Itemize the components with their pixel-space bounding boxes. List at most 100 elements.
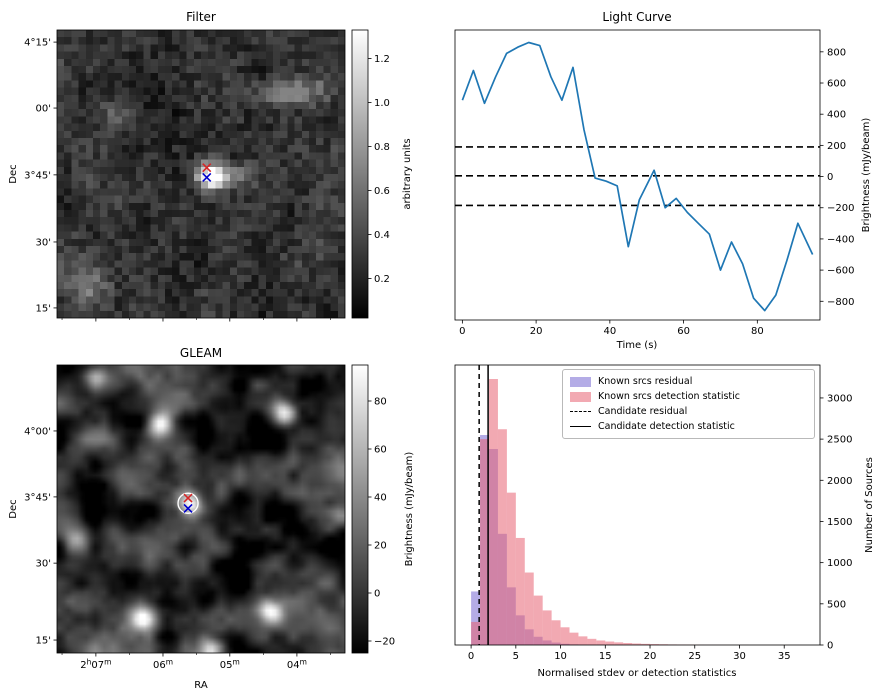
legend-row: Candidate detection statistic — [570, 419, 807, 434]
y-tick-label: 200 — [827, 141, 846, 152]
legend: Known srcs residual Known srcs detection… — [562, 369, 815, 439]
lightcurve-title: Light Curve — [602, 10, 671, 24]
hist-bar — [506, 492, 516, 645]
legend-swatch-candidate-residual — [570, 411, 591, 412]
ra-tick-label: 2h07m — [80, 658, 111, 672]
dec-tick-label: 4°00' — [24, 426, 51, 437]
hist-bar — [587, 638, 597, 645]
hist-bar — [497, 429, 507, 645]
hist-bar — [488, 379, 498, 645]
gleam-colorbar-label: Brightness (mJy/beam) — [404, 452, 415, 567]
hist-bar — [614, 642, 624, 645]
filter-colorbar — [352, 30, 368, 318]
y-tick-label: 3000 — [827, 393, 852, 404]
gleam-dec-axis-label: Dec — [8, 499, 19, 518]
dec-tick-label: 30' — [36, 237, 51, 248]
axes-frame — [454, 364, 821, 646]
axes-frame — [56, 364, 346, 654]
legend-label: Candidate residual — [598, 406, 688, 417]
colorbar-tick-label: 40 — [374, 493, 387, 504]
time-axis-label: Time (s) — [616, 340, 658, 351]
hist-bar — [623, 643, 633, 645]
colorbar-tick-label: 0.6 — [374, 186, 390, 197]
filter-colorbar-label: arbitrary units — [402, 138, 413, 209]
ra-tick-label: 05m — [220, 658, 240, 672]
generated-chart-elements: 4°15' 00' 3°45' 30' 15' 0.2 0.4 0.6 0.8 1.0 1.2 4°0… — [24, 29, 854, 672]
colorbar-frame — [351, 364, 369, 654]
marker-x — [183, 503, 193, 513]
legend-label: Known srcs detection statistic — [598, 391, 740, 402]
colorbar-tick-label: 1.2 — [374, 54, 390, 65]
dec-tick-label: 3°45' — [24, 492, 51, 503]
hist-bar — [578, 636, 588, 645]
marker-x — [202, 163, 212, 173]
ra-tick-label: 04m — [287, 658, 307, 672]
y-tick-label: 2000 — [827, 476, 852, 487]
colorbar-tick-label: 0.8 — [374, 142, 390, 153]
hist-bar — [650, 644, 659, 645]
y-tick-label: −200 — [827, 203, 854, 214]
hist-bar — [515, 537, 525, 645]
x-tick-label: 15 — [599, 651, 612, 662]
dec-tick-label: 4°15' — [24, 38, 51, 49]
y-tick-label: 800 — [827, 47, 846, 58]
hist-bar — [560, 627, 570, 645]
y-tick-label: 0 — [827, 172, 833, 183]
hist-y-axis-label: Number of Sources — [864, 457, 875, 553]
hist-x-axis-label: Normalised stdev or detection statistics — [538, 668, 737, 679]
y-tick-label: 400 — [827, 110, 846, 121]
gleam-colorbar — [352, 365, 368, 653]
legend-label: Candidate detection statistic — [598, 421, 735, 432]
legend-swatch-candidate-detection — [570, 426, 591, 427]
x-tick-label: 25 — [688, 651, 701, 662]
y-tick-label: −400 — [827, 234, 854, 245]
dec-tick-label: 15' — [36, 636, 51, 647]
lightcurve-line — [461, 41, 814, 312]
marker-x — [183, 493, 193, 503]
filter-dec-axis-label: Dec — [8, 164, 19, 183]
dec-tick-label: 00' — [36, 104, 51, 115]
x-tick-label: 40 — [603, 326, 616, 337]
y-tick-label: −600 — [827, 266, 854, 277]
y-tick-label: 600 — [827, 79, 846, 90]
colorbar-frame — [351, 29, 369, 319]
ra-tick-label: 06m — [153, 658, 173, 672]
colorbar-tick-label: 0.4 — [374, 230, 390, 241]
gleam-heatmap-image — [57, 365, 345, 653]
hist-bar — [471, 621, 481, 645]
axes-frame — [454, 29, 821, 321]
legend-row: Known srcs detection statistic — [570, 389, 807, 404]
legend-swatch-known-srcs-residual — [570, 376, 591, 387]
legend-label: Known srcs residual — [598, 376, 693, 387]
colorbar-tick-label: 20 — [374, 541, 387, 552]
x-tick-label: 30 — [733, 651, 746, 662]
x-tick-label: 60 — [677, 326, 690, 337]
hist-bar — [632, 643, 642, 645]
ra-axis-label: RA — [194, 680, 208, 691]
brightness-axis-label: Brightness (mJy/beam) — [861, 118, 872, 233]
axes-frame — [56, 29, 346, 319]
y-tick-label: 1500 — [827, 517, 852, 528]
y-tick-label: −800 — [827, 297, 854, 308]
y-tick-label: 2500 — [827, 435, 852, 446]
marker-x — [202, 172, 212, 183]
hist-bar — [471, 591, 481, 645]
x-tick-label: 35 — [778, 651, 791, 662]
x-tick-label: 5 — [513, 651, 519, 662]
hist-bar — [542, 610, 552, 645]
dec-tick-label: 30' — [36, 559, 51, 570]
colorbar-tick-label: 0 — [374, 589, 380, 600]
y-tick-label: 500 — [827, 599, 846, 610]
y-tick-label: 0 — [827, 641, 833, 652]
y-tick-label: 1000 — [827, 558, 852, 569]
colorbar-tick-label: −20 — [374, 637, 395, 648]
hist-bar — [524, 572, 534, 645]
hist-bar — [596, 640, 606, 645]
legend-swatch-known-srcs-detection — [570, 391, 591, 402]
colorbar-tick-label: 0.2 — [374, 274, 390, 285]
hist-bar — [480, 439, 489, 645]
hist-bar — [551, 620, 561, 645]
x-tick-label: 0 — [459, 326, 465, 337]
